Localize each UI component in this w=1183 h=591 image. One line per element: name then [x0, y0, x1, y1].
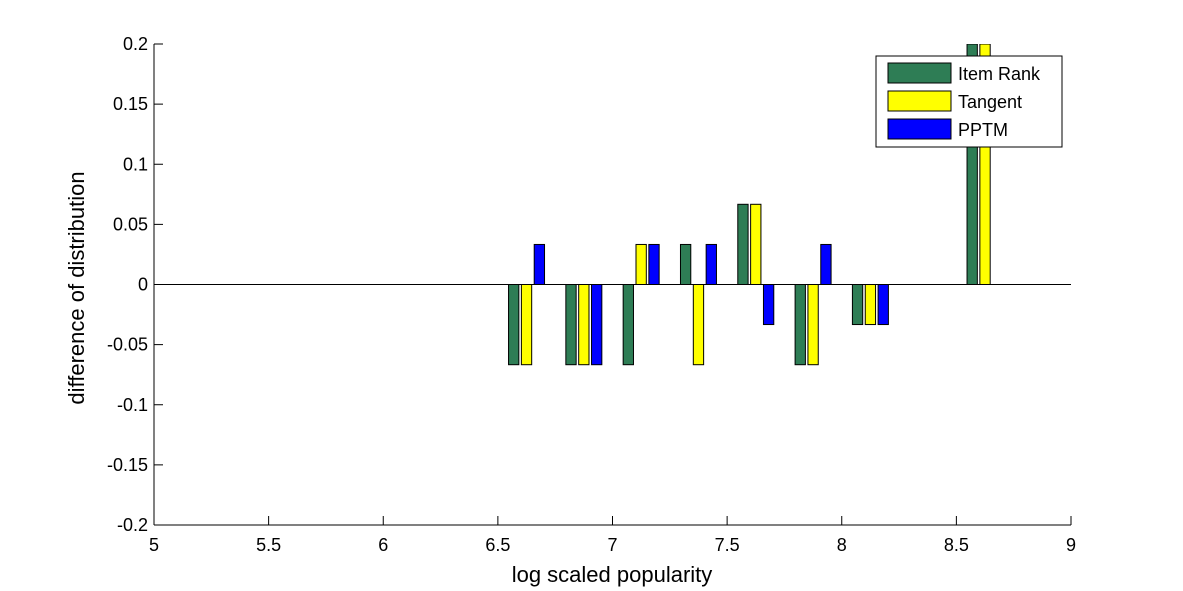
bar-pptm-4 — [762, 284, 775, 326]
x-tick-label: 6.5 — [485, 535, 510, 555]
legend-swatch-pptm — [887, 118, 952, 140]
x-tick-label: 7 — [607, 535, 617, 555]
bar-pptm-5 — [820, 243, 832, 286]
bar-item-rank-0 — [508, 284, 520, 366]
y-tick-label: 0.15 — [113, 94, 148, 114]
bar-tangent-2 — [635, 243, 647, 286]
bar-pptm-6 — [877, 284, 889, 326]
y-tick-label: -0.1 — [117, 395, 148, 415]
y-axis-title: difference of distribution — [64, 171, 89, 404]
x-tick-label: 5.5 — [256, 535, 281, 555]
x-tick-label: 7.5 — [715, 535, 740, 555]
y-tick-label: 0 — [138, 275, 148, 295]
y-tick-label: -0.05 — [107, 335, 148, 355]
bar-tangent-6 — [864, 284, 877, 326]
y-tick-label: -0.15 — [107, 455, 148, 475]
bar-item-rank-4 — [737, 203, 749, 285]
x-tick-label: 9 — [1066, 535, 1076, 555]
bar-pptm-2 — [648, 243, 660, 286]
x-tick-label: 5 — [149, 535, 159, 555]
bar-pptm-0 — [533, 243, 546, 286]
x-tick-label: 8 — [837, 535, 847, 555]
y-tick-label: 0.1 — [123, 154, 148, 174]
y-tick-label: 0.05 — [113, 214, 148, 234]
axes-group: 0.2 0.15 0.1 0.05 0 -0.05 -0.1 -0.15 -0.25 5.5 6 6.… — [107, 34, 1076, 555]
bar-tangent-0 — [520, 284, 533, 366]
x-tick-label: 6 — [378, 535, 388, 555]
legend-label-item-rank: Item Rank — [958, 64, 1041, 84]
bar-item-rank-2 — [622, 284, 634, 366]
legend: Item Rank Tangent PPTM — [875, 55, 1063, 148]
bar-tangent-1 — [578, 284, 590, 366]
bar-pptm-1 — [591, 284, 603, 366]
x-axis-title: log scaled popularity — [512, 562, 713, 587]
legend-label-pptm: PPTM — [958, 120, 1008, 140]
bar-item-rank-1 — [565, 284, 577, 366]
bar-tangent-4 — [750, 203, 762, 285]
y-tick-label: -0.2 — [117, 515, 148, 535]
bar-pptm-3 — [705, 243, 717, 286]
bar-item-rank-5 — [794, 284, 806, 366]
legend-swatch-item-rank — [887, 62, 952, 84]
bar-item-rank-3 — [679, 243, 692, 286]
legend-label-tangent: Tangent — [958, 92, 1022, 112]
x-tick-label: 8.5 — [944, 535, 969, 555]
y-tick-label: 0.2 — [123, 34, 148, 54]
bar-item-rank-6 — [851, 284, 864, 326]
bar-tangent-5 — [807, 284, 819, 366]
legend-swatch-tangent — [887, 90, 952, 112]
bar-tangent-3 — [692, 284, 705, 366]
